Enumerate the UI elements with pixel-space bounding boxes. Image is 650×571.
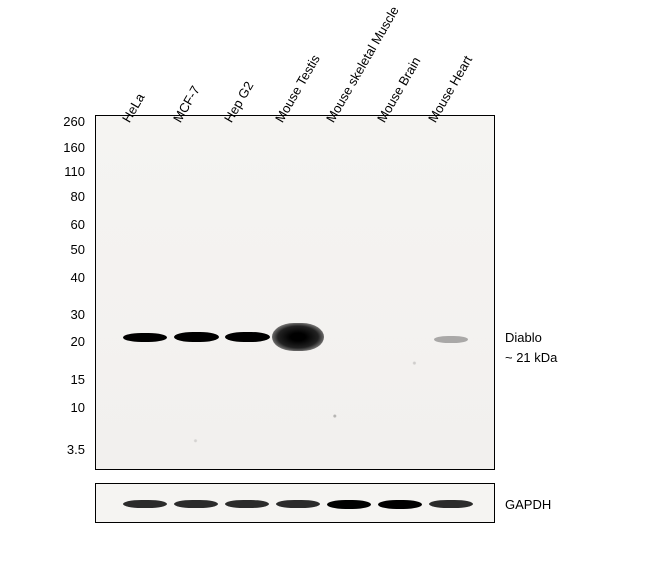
mw-marker-tick: 80 [45,189,85,204]
loading-band [123,500,167,508]
mw-marker-tick: 10 [45,400,85,415]
western-blot-figure: Diablo ~ 21 kDa GAPDH 260 160 110 80 60 50 40 3… [0,0,650,571]
loading-band [429,500,473,508]
mw-marker-tick: 50 [45,242,85,257]
blot-band [434,336,468,343]
mw-marker-tick: 20 [45,334,85,349]
mw-marker-tick: 160 [45,140,85,155]
mw-marker-tick: 3.5 [45,442,85,457]
loading-band [225,500,269,508]
mw-marker-tick: 260 [45,114,85,129]
mw-marker-tick: 30 [45,307,85,322]
target-protein-label: Diablo [505,330,542,345]
loading-control-panel [95,483,495,523]
blot-band [225,332,270,342]
target-mw-label: ~ 21 kDa [505,350,557,365]
loading-band [174,500,218,508]
blot-band [272,323,324,351]
mw-marker-tick: 110 [45,164,85,179]
loading-band [276,500,320,508]
blot-band [123,333,167,342]
blot-background-noise [96,116,494,469]
loading-band [327,500,371,509]
mw-marker-tick: 40 [45,270,85,285]
blot-band [174,332,219,342]
loading-band [378,500,422,509]
main-blot-panel [95,115,495,470]
mw-marker-tick: 60 [45,217,85,232]
loading-control-label: GAPDH [505,497,551,512]
mw-marker-tick: 15 [45,372,85,387]
